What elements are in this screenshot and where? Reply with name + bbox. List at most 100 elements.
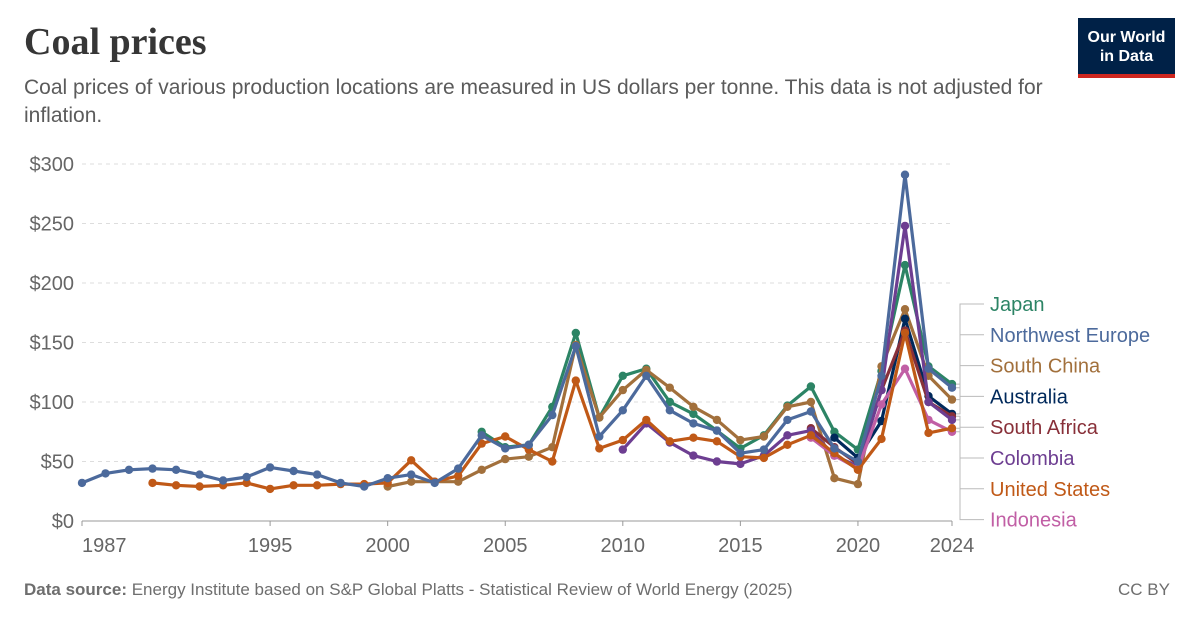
data-point-northwest-europe (806, 407, 816, 416)
legend-label-japan: Japan (990, 294, 1045, 316)
legend-label-colombia: Colombia (990, 448, 1075, 470)
data-point-colombia (947, 415, 957, 425)
data-point-united-states (877, 434, 886, 444)
data-point-colombia (618, 445, 627, 454)
data-point-northwest-europe (430, 478, 439, 488)
x-tick-label: 1987 (82, 535, 127, 557)
license-link[interactable]: CC BY (1118, 580, 1170, 599)
x-tick-label: 2015 (718, 535, 763, 557)
data-point-united-states (947, 424, 957, 433)
data-point-northwest-europe (242, 472, 251, 482)
data-point-northwest-europe (454, 464, 463, 473)
data-point-indonesia (877, 400, 886, 409)
owid-logo[interactable]: Our World in Data (1078, 18, 1175, 78)
data-point-northwest-europe (853, 457, 863, 466)
data-point-northwest-europe (477, 431, 486, 440)
data-point-colombia (783, 431, 792, 440)
data-point-south-china (759, 432, 769, 441)
data-point-united-states (148, 478, 157, 488)
data-point-united-states (289, 481, 298, 490)
legend-connector-australia (956, 395, 984, 415)
data-point-south-china (477, 465, 486, 474)
data-point-northwest-europe (171, 465, 181, 474)
x-tick-label: 2010 (601, 535, 646, 557)
legend-label-south-africa: South Africa (990, 417, 1099, 439)
data-point-northwest-europe (783, 415, 792, 425)
data-point-colombia (712, 457, 722, 466)
data-point-northwest-europe (195, 470, 204, 479)
data-point-colombia (924, 397, 933, 407)
logo-line-2: in Data (1099, 48, 1154, 65)
data-point-united-states (171, 481, 181, 490)
data-point-northwest-europe (900, 170, 910, 179)
data-point-south-china (736, 435, 745, 445)
data-point-northwest-europe (548, 410, 557, 420)
data-point-northwest-europe (877, 371, 886, 380)
data-point-northwest-europe (712, 426, 722, 435)
data-point-northwest-europe (383, 474, 392, 483)
data-point-south-china (783, 402, 792, 411)
data-point-northwest-europe (524, 440, 533, 449)
data-point-northwest-europe (642, 371, 651, 380)
chart-subtitle: Coal prices of various production locati… (24, 76, 1043, 127)
data-point-united-states (571, 376, 580, 385)
data-point-colombia (689, 451, 698, 460)
data-point-japan (830, 427, 839, 436)
data-point-united-states (501, 432, 510, 441)
data-point-indonesia (900, 364, 910, 373)
data-point-united-states (454, 471, 463, 480)
data-point-south-china (618, 385, 627, 395)
y-tick-label: $300 (30, 154, 75, 176)
y-tick-label: $100 (30, 392, 75, 414)
legend-layer: Japan Northwest Europe South China Australi… (956, 294, 1150, 532)
data-point-united-states (900, 328, 910, 338)
data-point-united-states (595, 444, 604, 453)
data-point-south-china (853, 479, 863, 489)
data-point-colombia (736, 459, 745, 469)
data-point-united-states (265, 484, 275, 494)
data-point-northwest-europe (407, 470, 416, 479)
data-point-united-states (477, 439, 486, 448)
data-point-united-states (642, 415, 651, 425)
data-point-northwest-europe (501, 444, 510, 453)
data-point-northwest-europe (77, 478, 87, 488)
chart-title: Coal prices (24, 21, 207, 63)
data-point-united-states (853, 465, 863, 474)
data-point-south-china (454, 477, 463, 486)
data-point-northwest-europe (101, 469, 110, 478)
data-point-colombia (900, 221, 910, 231)
data-point-south-china (407, 477, 416, 486)
data-point-united-states (312, 481, 322, 490)
series-line-australia (832, 317, 954, 460)
data-point-south-china (595, 413, 604, 422)
legend-label-australia: Australia (990, 386, 1069, 408)
data-point-northwest-europe (571, 341, 580, 351)
source-text: Energy Institute based on S&P Global Pla… (131, 580, 793, 599)
y-tick-label: $50 (41, 452, 74, 474)
data-point-united-states (783, 440, 792, 449)
logo-line-1: Our World (1087, 29, 1166, 46)
data-point-japan (689, 409, 698, 419)
data-point-northwest-europe (148, 464, 157, 473)
data-point-south-china (900, 305, 910, 314)
data-point-japan (806, 382, 816, 391)
data-point-united-states (242, 478, 251, 488)
footer-source: Data source: Energy Institute based on S… (24, 580, 793, 600)
data-point-northwest-europe (689, 419, 698, 428)
data-point-northwest-europe (360, 482, 369, 491)
data-point-northwest-europe (312, 470, 322, 479)
data-point-northwest-europe (924, 364, 933, 373)
y-tick-label: $0 (52, 511, 74, 533)
data-point-northwest-europe (289, 466, 298, 476)
data-point-united-states (924, 428, 933, 438)
data-point-united-states (759, 453, 769, 463)
data-point-united-states (806, 431, 816, 440)
data-point-northwest-europe (947, 383, 957, 392)
data-point-south-china (712, 415, 722, 425)
data-point-northwest-europe (759, 445, 769, 454)
data-point-united-states (195, 482, 204, 491)
data-point-south-china (642, 365, 651, 375)
data-point-south-china (947, 395, 957, 404)
data-point-northwest-europe (665, 406, 674, 415)
